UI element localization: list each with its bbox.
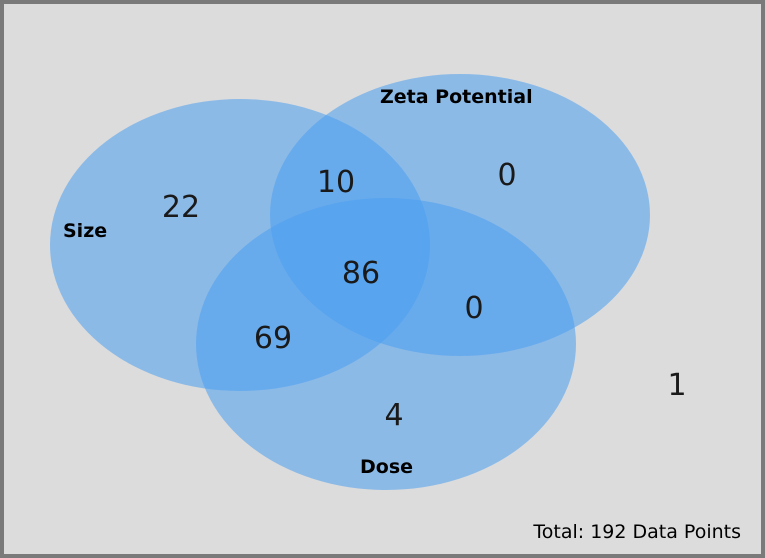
zeta-dose-count: 0 — [464, 291, 483, 326]
outside-count: 1 — [667, 368, 686, 403]
venn-diagram: Size Zeta Potential Dose 22 10 0 86 0 69… — [50, 74, 741, 543]
size-set-label: Size — [63, 220, 107, 242]
total-data-points: Total: 192 Data Points — [532, 521, 741, 543]
size-zeta-count: 10 — [317, 165, 355, 200]
zeta-only-count: 0 — [497, 158, 516, 193]
dose-set-label: Dose — [360, 456, 413, 478]
dose-set-circle — [196, 198, 576, 490]
zeta-potential-set-label: Zeta Potential — [380, 86, 533, 108]
size-dose-count: 69 — [254, 321, 292, 356]
all-three-count: 86 — [342, 256, 380, 291]
dose-only-count: 4 — [384, 398, 403, 433]
size-only-count: 22 — [162, 190, 200, 225]
